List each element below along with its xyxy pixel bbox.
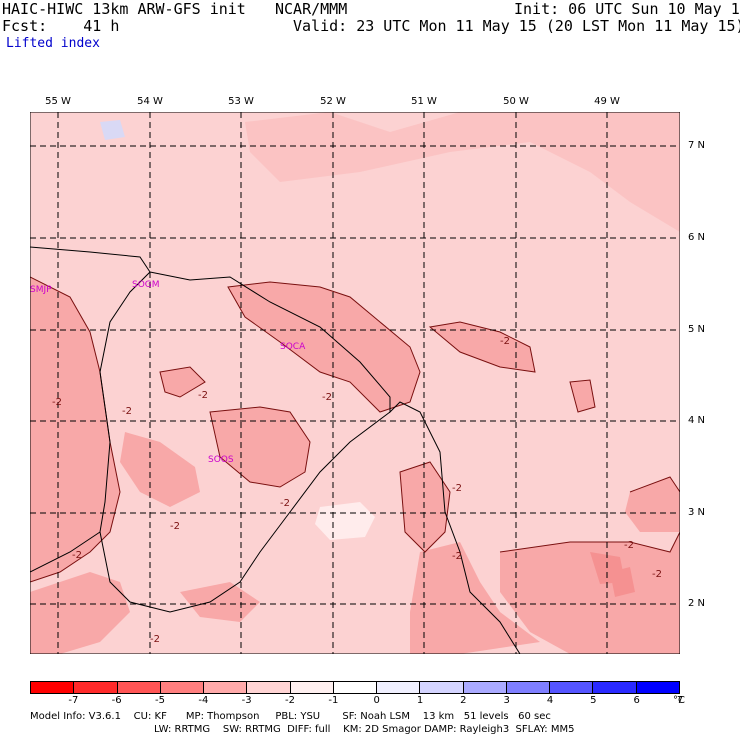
lat-label: 7 N (688, 140, 706, 151)
lon-label: 50 W (503, 96, 529, 107)
colorbar-tick-label: -6 (111, 695, 122, 706)
contour-label: -2 (624, 540, 634, 551)
colorbar-swatch (247, 682, 291, 693)
contour-label: -2 (198, 390, 208, 401)
colorbar-tick-label: 0 (373, 695, 380, 706)
contour-lines (30, 276, 680, 583)
colorbar-swatch (31, 682, 75, 693)
graticule (30, 112, 680, 654)
model-title: HAIC-HIWC 13km ARW-GFS init (2, 0, 246, 18)
contour-label: -2 (452, 551, 462, 562)
colorbar-unit: °C (673, 695, 685, 706)
colorbar-swatch (593, 682, 637, 693)
contour-labels: -2 -2 -2 -2 -2 -2 -2 -2 -2 -2 -2 -2 -2 (52, 336, 662, 645)
colorbar-tick-label: 7 (676, 695, 684, 706)
contour-label: -2 (500, 336, 510, 347)
init-time: Init: 06 UTC Sun 10 May 15 (514, 0, 740, 18)
station-label: SOCA (280, 342, 306, 352)
lon-label: 52 W (320, 96, 346, 107)
li-minus2-fill (30, 112, 680, 654)
station-label: SMJP (30, 285, 52, 295)
colorbar-tick-label: 1 (416, 695, 424, 706)
colorbar-swatch (636, 682, 679, 693)
colorbar-tick-label: -7 (68, 695, 79, 706)
contour-label: -2 (280, 498, 290, 509)
lon-label: 55 W (45, 96, 71, 107)
contour-label: -2 (150, 634, 160, 645)
colorbar-swatch (377, 682, 421, 693)
valid-time: Valid: 23 UTC Mon 11 May 15 (20 LST Mon … (293, 17, 740, 35)
colorbar-swatch (290, 682, 334, 693)
station-label: SOOS (208, 455, 234, 465)
lifted-index-map: SMJP SOGM SOCA SOOS -2 -2 -2 -2 -2 -2 -2… (30, 112, 680, 654)
station-label: SOGM (132, 280, 160, 290)
contour-label: -2 (322, 392, 332, 403)
colorbar-swatch (463, 682, 507, 693)
contour-label: -2 (122, 406, 132, 417)
contour-label: -2 (652, 569, 662, 580)
colorbar-tick-label: 5 (590, 695, 597, 706)
colorbar-swatch (160, 682, 205, 693)
model-info-line2: LW: RRTMG SW: RRTMG DIFF: full KM: 2D Sm… (154, 724, 575, 735)
contour-label: -2 (170, 521, 180, 532)
forecast-hour: Fcst: 41 h (2, 17, 120, 35)
colorbar-tick-label: -1 (328, 695, 339, 706)
lon-label: 51 W (411, 96, 437, 107)
lat-label: 6 N (688, 232, 706, 243)
colorbar-tick-label: -5 (155, 695, 165, 706)
station-labels: SMJP SOGM SOCA SOOS (30, 280, 306, 465)
colorbar-tick-label: 4 (546, 695, 554, 706)
colorbar-swatch (506, 682, 551, 693)
contour-label: -2 (72, 550, 82, 561)
org-label: NCAR/MMM (275, 0, 348, 18)
lat-label: 2 N (688, 598, 706, 609)
colorbar-tick-label: -2 (285, 695, 295, 706)
colorbar (30, 681, 680, 694)
colorbar-tick-label: 3 (503, 695, 510, 706)
colorbar-tick-label: 2 (460, 695, 467, 706)
lon-label: 49 W (594, 96, 620, 107)
colorbar-tick-label: 6 (633, 695, 640, 706)
colorbar-swatch (204, 682, 248, 693)
colorbar-swatch (117, 682, 161, 693)
lat-label: 4 N (688, 415, 706, 426)
lon-label: 54 W (137, 96, 163, 107)
colorbar-swatch (420, 682, 464, 693)
colorbar-tick-label: -3 (241, 695, 252, 706)
lat-label: 3 N (688, 507, 706, 518)
contour-label: -2 (452, 483, 462, 494)
field-name: Lifted index (6, 36, 100, 51)
coastline-borders (30, 246, 521, 654)
lat-label: 5 N (688, 324, 706, 335)
li-minus1-fill (100, 120, 375, 540)
colorbar-swatch (333, 682, 378, 693)
lon-label: 53 W (228, 96, 254, 107)
contour-label: -2 (52, 397, 62, 408)
model-info-line1: Model Info: V3.6.1 CU: KF MP: Thompson P… (30, 711, 551, 722)
colorbar-swatch (550, 682, 594, 693)
colorbar-tick-label: -4 (198, 695, 209, 706)
colorbar-swatch (74, 682, 118, 693)
